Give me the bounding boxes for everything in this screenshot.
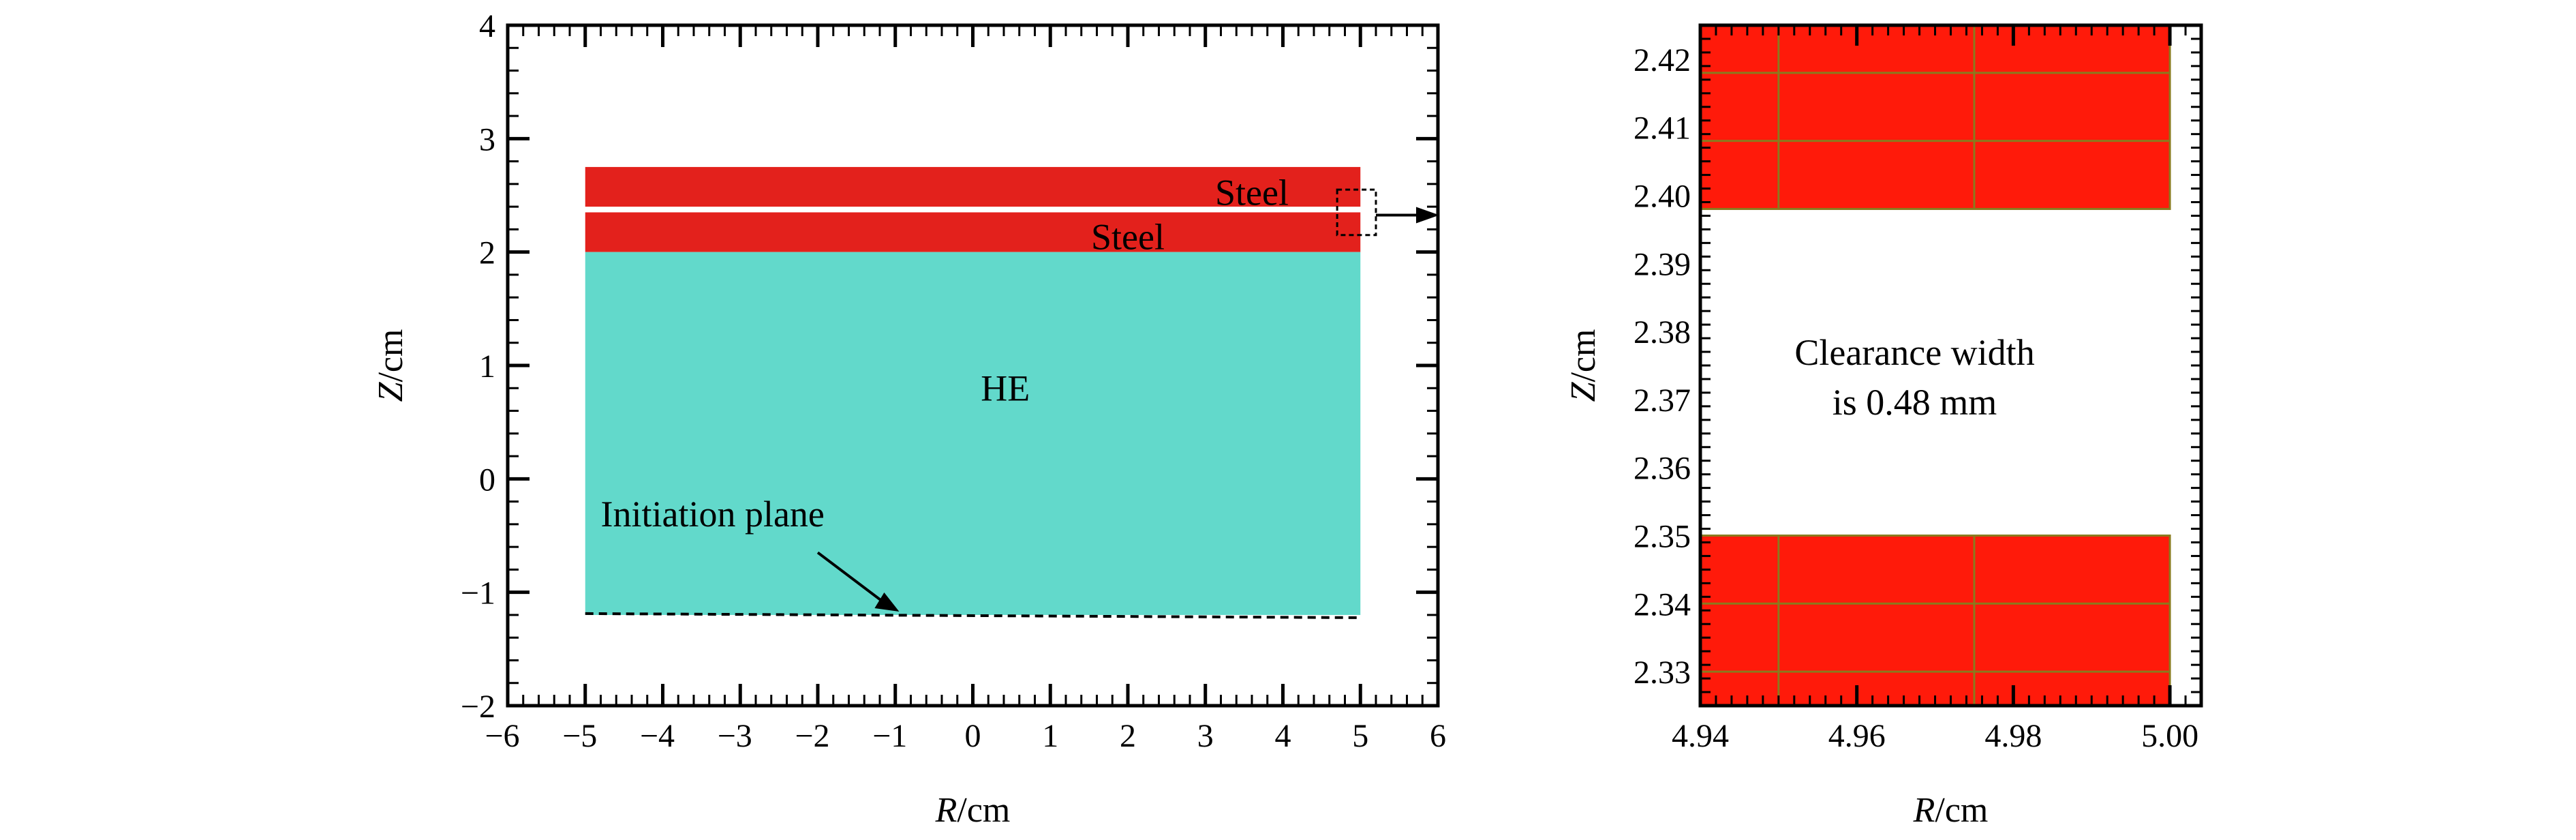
left-x-axis-label-symbol: R xyxy=(935,791,957,830)
y-tick-label: −2 xyxy=(461,689,495,725)
x-tick-label: 5 xyxy=(1352,718,1368,754)
x-tick-label: −2 xyxy=(795,718,829,754)
x-tick-label: 2 xyxy=(1120,718,1136,754)
left-ticks xyxy=(506,23,1440,708)
left-y-axis-label: Z/cm xyxy=(371,329,410,402)
y-tick-label: 3 xyxy=(479,121,495,158)
region-steel-1 xyxy=(585,212,1361,252)
clearance-annotation-line-2: is 0.48 mm xyxy=(1833,382,1997,423)
y-tick-label: 2.42 xyxy=(1634,42,1691,78)
x-tick-label: 5.00 xyxy=(2141,718,2198,754)
initiation-arrow-head xyxy=(874,592,900,612)
x-tick-label: 0 xyxy=(965,718,981,754)
x-tick-label: 6 xyxy=(1430,718,1446,754)
zoom-arrow xyxy=(1376,207,1439,224)
right-y-tick-labels: 2.33 2.34 2.35 2.36 2.37 2.38 2.39 2.40 2.41 2.42 xyxy=(1634,42,1691,691)
right-ticks xyxy=(1698,24,2203,707)
right-y-axis-label-symbol: Z xyxy=(1564,381,1603,402)
clearance-annotation-line-1: Clearance width xyxy=(1794,332,2034,373)
right-mesh-lines xyxy=(1700,25,2171,706)
y-tick-label: 2.34 xyxy=(1634,586,1691,622)
zoom-arrow-head xyxy=(1416,207,1439,224)
zoom-box xyxy=(1336,188,1377,237)
y-tick-label: 2 xyxy=(479,235,495,271)
y-tick-label: 2.39 xyxy=(1634,246,1691,282)
right-panel: 4.94 4.96 4.98 5.00 2.332.342.352.362.372.3… xyxy=(1564,23,2203,830)
y-tick-label: 2.40 xyxy=(1634,179,1691,215)
label-he: HE xyxy=(981,368,1030,408)
x-tick-label: 1 xyxy=(1042,718,1058,754)
left-x-axis-label: R/cm xyxy=(935,791,1011,830)
x-tick-label: 4.96 xyxy=(1828,718,1886,754)
x-tick-label: −5 xyxy=(562,718,597,754)
right-x-axis-label-unit: /cm xyxy=(1935,791,1988,830)
left-y-tick-labels: −2 −1 0 1 2 3 4 xyxy=(461,8,495,725)
y-tick-label: 2.37 xyxy=(1634,382,1691,419)
region-steel-0 xyxy=(585,166,1361,207)
y-tick-label: −1 xyxy=(461,575,495,612)
region-he-2 xyxy=(585,252,1361,615)
label-initiation-plane: Initiation plane xyxy=(601,494,825,535)
x-tick-label: −1 xyxy=(872,718,907,754)
label-steel-upper: Steel xyxy=(1215,172,1289,213)
zoom-steel-upper xyxy=(1699,24,2171,210)
x-tick-label: 4 xyxy=(1275,718,1291,754)
initiation-arrow xyxy=(816,551,900,612)
left-x-axis-label-unit: /cm xyxy=(957,791,1010,830)
y-tick-label: 2.41 xyxy=(1634,110,1691,147)
zoom-steel-lower xyxy=(1699,535,2171,707)
y-tick-label: 1 xyxy=(479,348,495,385)
right-x-axis-label-symbol: R xyxy=(1913,791,1935,830)
x-tick-label: 3 xyxy=(1197,718,1214,754)
initiation-plane-line xyxy=(585,612,1361,619)
y-tick-label: 2.35 xyxy=(1634,519,1691,555)
left-regions xyxy=(585,166,1361,615)
left-y-axis-label-unit: /cm xyxy=(371,329,410,382)
right-x-tick-labels: 4.94 4.96 4.98 5.00 xyxy=(1672,718,2198,754)
x-tick-label: 4.98 xyxy=(1984,718,2042,754)
x-tick-label: 4.94 xyxy=(1672,718,1729,754)
y-tick-label: 2.33 xyxy=(1634,655,1691,691)
initiation-arrow-shaft xyxy=(816,551,888,606)
left-x-tick-labels: −6 −5 −4 −3 −2 −1 0 1 2 3 4 5 6 xyxy=(485,718,1446,754)
x-tick-label: −4 xyxy=(640,718,675,754)
y-tick-label: 4 xyxy=(479,8,495,44)
right-y-axis-label-unit: /cm xyxy=(1564,329,1603,382)
y-tick-label: 2.36 xyxy=(1634,451,1691,487)
x-tick-label: −6 xyxy=(485,718,519,754)
y-tick-label: 0 xyxy=(479,462,495,498)
right-y-axis-label: Z/cm xyxy=(1564,329,1603,402)
label-steel-lower: Steel xyxy=(1091,217,1165,258)
y-tick-label: 2.38 xyxy=(1634,314,1691,350)
left-panel: −6 −5 −4 −3 −2 −1 0 1 2 3 4 5 6 −2 −1 0 1 2 3 4 Steel Stee… xyxy=(371,8,1446,830)
x-tick-label: −3 xyxy=(718,718,752,754)
right-x-axis-label: R/cm xyxy=(1913,791,1989,830)
left-y-axis-label-symbol: Z xyxy=(371,381,410,402)
